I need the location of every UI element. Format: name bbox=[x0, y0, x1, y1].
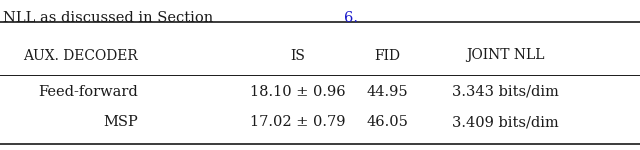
Text: 6.: 6. bbox=[344, 11, 358, 24]
Text: NLL as discussed in Section: NLL as discussed in Section bbox=[3, 11, 218, 24]
Text: Feed-forward: Feed-forward bbox=[38, 84, 138, 99]
Text: 44.95: 44.95 bbox=[366, 84, 408, 99]
Text: AUX. DECODER: AUX. DECODER bbox=[23, 48, 138, 63]
Text: MSP: MSP bbox=[103, 115, 138, 129]
Text: 17.02 ± 0.79: 17.02 ± 0.79 bbox=[250, 115, 346, 129]
Text: JOINT NLL: JOINT NLL bbox=[467, 48, 545, 63]
Text: 46.05: 46.05 bbox=[366, 115, 408, 129]
Text: 18.10 ± 0.96: 18.10 ± 0.96 bbox=[250, 84, 346, 99]
Text: IS: IS bbox=[290, 48, 305, 63]
Text: 3.343 bits/dim: 3.343 bits/dim bbox=[452, 84, 559, 99]
Text: FID: FID bbox=[374, 48, 400, 63]
Text: 3.409 bits/dim: 3.409 bits/dim bbox=[452, 115, 559, 129]
